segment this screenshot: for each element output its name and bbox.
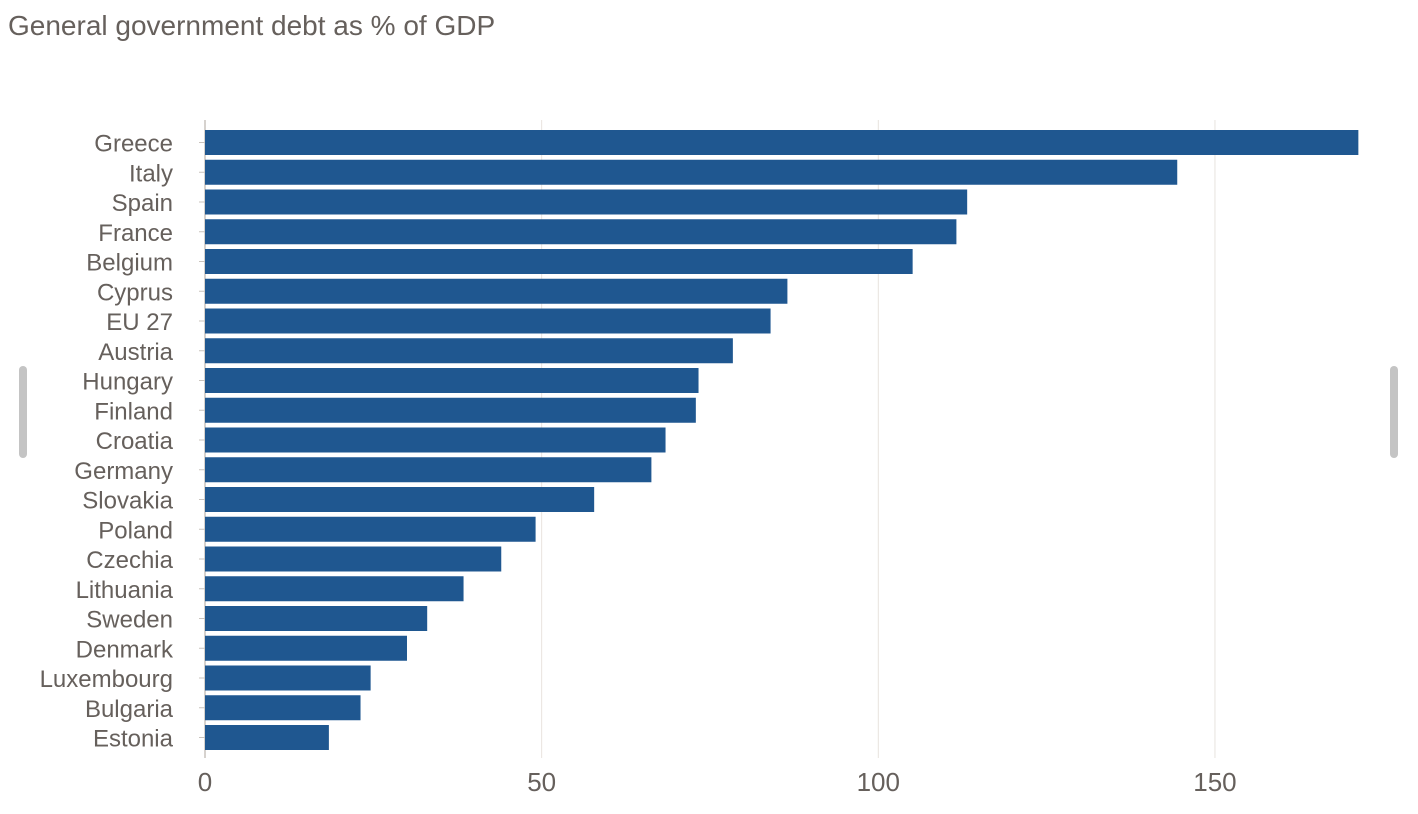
category-label: Hungary — [82, 369, 173, 396]
bar — [205, 576, 464, 602]
bar — [205, 606, 428, 631]
category-label: Croatia — [96, 428, 174, 455]
x-tick-label: 150 — [1193, 767, 1236, 797]
bar — [205, 665, 371, 691]
bar — [205, 427, 666, 453]
left-scroll-handle[interactable] — [19, 366, 27, 458]
category-label: Italy — [129, 160, 173, 187]
bar — [205, 368, 699, 393]
chart-title: General government debt as % of GDP — [8, 10, 496, 41]
bar — [205, 219, 957, 245]
category-label: Luxembourg — [40, 666, 173, 693]
bar — [205, 457, 652, 483]
bar — [205, 308, 771, 334]
category-label: Cyprus — [97, 279, 173, 306]
bar — [205, 635, 407, 661]
x-tick-label: 0 — [198, 767, 212, 797]
bar — [205, 487, 595, 512]
category-label: Finland — [94, 398, 173, 425]
bar — [205, 278, 788, 304]
bar — [205, 725, 329, 750]
category-label: Belgium — [86, 250, 173, 277]
bar — [205, 159, 1178, 185]
category-label: EU 27 — [106, 309, 173, 336]
category-label: Greece — [94, 131, 173, 158]
category-label: Germany — [74, 458, 173, 485]
x-tick-label: 50 — [527, 767, 556, 797]
category-label: Bulgaria — [85, 696, 174, 723]
category-label: Spain — [112, 190, 173, 217]
bars — [205, 130, 1359, 750]
bar — [205, 338, 733, 364]
category-label: Lithuania — [76, 577, 174, 604]
category-label: Denmark — [76, 636, 174, 663]
category-label: Austria — [98, 339, 173, 366]
category-label: France — [98, 220, 173, 247]
category-label: Czechia — [86, 547, 173, 574]
bar — [205, 397, 696, 423]
bar — [205, 130, 1359, 155]
bar — [205, 516, 536, 542]
category-label: Sweden — [86, 607, 173, 634]
category-label: Poland — [98, 517, 173, 544]
category-label: Estonia — [93, 726, 174, 753]
bar — [205, 546, 502, 572]
x-axis-ticks: 0 50 100 150 — [198, 767, 1237, 797]
bar — [205, 249, 913, 274]
right-scroll-handle[interactable] — [1390, 366, 1398, 458]
bar — [205, 695, 361, 721]
category-label: Slovakia — [82, 488, 173, 515]
bar — [205, 189, 968, 215]
x-tick-label: 100 — [857, 767, 900, 797]
